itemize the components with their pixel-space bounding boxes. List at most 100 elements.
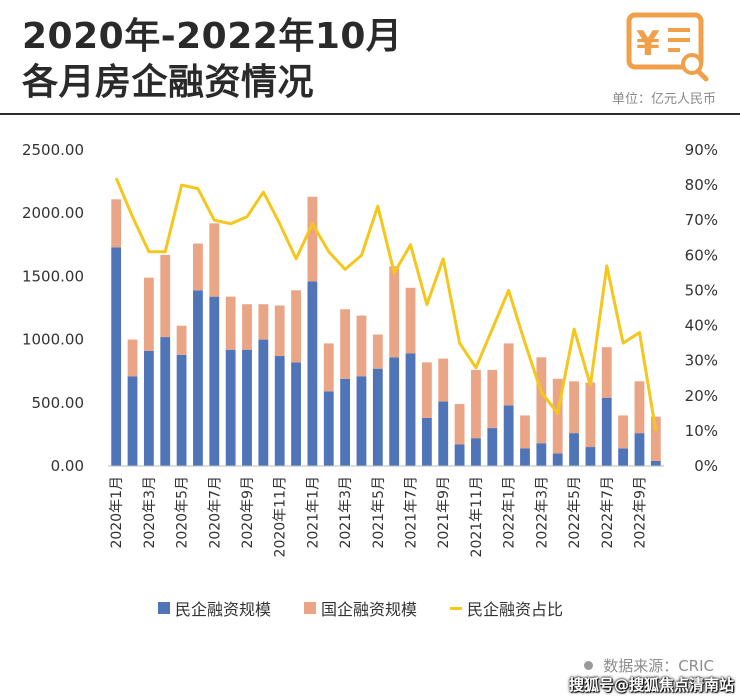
- legend-label-state: 国企融资规模: [321, 600, 418, 619]
- bar-private: [471, 438, 481, 466]
- bar-private: [650, 460, 661, 466]
- y2-tick-label: 90%: [685, 141, 718, 159]
- unit-label: 单位：亿元人民币: [611, 92, 716, 107]
- bar-state: [291, 290, 301, 363]
- bar-private: [193, 290, 203, 466]
- bar-private: [487, 428, 498, 466]
- chart-title-line1: 2020年-2022年10月: [22, 16, 403, 57]
- y-tick-label: 0.00: [51, 457, 84, 475]
- bar-state: [127, 339, 138, 377]
- bar-state: [405, 287, 416, 354]
- x-tick-label: 2022年3月: [534, 476, 550, 549]
- legend-item-state: 国企融资规模: [304, 596, 417, 620]
- bar-state: [176, 325, 187, 355]
- y2-tick-label: 80%: [685, 176, 718, 194]
- y2-tick-label: 50%: [685, 281, 718, 299]
- bar-state: [323, 343, 334, 392]
- bar-private: [601, 397, 612, 466]
- bar-private: [209, 296, 220, 466]
- chart-title-line2: 各月房企融资情况: [22, 62, 315, 103]
- chart-title: 2020年-2022年10月 各月房企融资情况: [22, 14, 402, 106]
- bar-state: [356, 315, 367, 377]
- x-tick-label: 2022年7月: [600, 476, 616, 549]
- x-tick-label: 2020年3月: [142, 476, 158, 549]
- x-tick-label: 2020年9月: [240, 476, 256, 549]
- bar-state: [258, 304, 269, 340]
- x-tick-label: 2021年7月: [404, 476, 420, 549]
- bar-state: [389, 266, 400, 358]
- y2-tick-label: 70%: [685, 211, 718, 229]
- bar-private: [569, 433, 579, 466]
- bar-state: [503, 343, 514, 406]
- bar-state: [585, 382, 596, 448]
- y-tick-label: 500.00: [32, 394, 85, 412]
- bar-state: [569, 381, 579, 434]
- right-y-axis: 0% 10% 20% 30% 40% 50% 60% 70% 80% 90%: [685, 141, 718, 475]
- bar-state: [242, 304, 252, 350]
- x-tick-label: 2021年11月: [469, 476, 485, 557]
- share-line: [114, 177, 658, 432]
- data-source: 数据来源：CRIC: [584, 655, 714, 676]
- bar-private: [585, 447, 596, 466]
- y2-tick-label: 60%: [685, 246, 718, 264]
- x-tick-label: 2020年5月: [175, 476, 191, 549]
- bar-private: [225, 349, 236, 466]
- legend-label-share: 民企融资占比: [467, 600, 564, 619]
- x-tick-label: 2021年3月: [338, 476, 354, 549]
- bar-state: [340, 309, 351, 379]
- y-tick-label: 2500.00: [22, 141, 84, 159]
- bar-private: [176, 354, 187, 466]
- x-tick-label: 2022年9月: [632, 476, 648, 549]
- left-y-axis: 0.00 500.00 1000.00 1500.00 2000.00 2500.00: [22, 141, 84, 475]
- bar-state: [160, 254, 171, 338]
- y-tick-label: 2000.00: [22, 204, 84, 222]
- bar-private: [405, 353, 416, 466]
- logo-yuan-glyph: ¥: [636, 24, 660, 64]
- bar-private: [454, 444, 465, 466]
- bar-state: [471, 369, 481, 439]
- y2-tick-label: 20%: [685, 387, 718, 405]
- bar-state: [225, 296, 236, 350]
- bar-private: [438, 401, 449, 466]
- header-divider: [0, 113, 740, 115]
- bar-private: [323, 391, 334, 466]
- data-source-text: 数据来源：CRIC: [603, 657, 714, 675]
- x-tick-label: 2020年1月: [109, 476, 125, 549]
- bar-private: [634, 433, 645, 466]
- bar-private: [503, 405, 514, 466]
- legend-item-private: 民企融资规模: [158, 596, 271, 620]
- legend-swatch-state: [304, 602, 316, 614]
- bar-state: [438, 358, 449, 402]
- bar-state: [601, 347, 612, 398]
- bar-private: [143, 350, 154, 466]
- x-tick-label: 2022年5月: [567, 476, 583, 549]
- share-line-group: [114, 177, 658, 432]
- bar-private: [536, 443, 547, 466]
- bar-state: [634, 381, 645, 434]
- bar-state: [454, 404, 465, 445]
- bar-state: [372, 334, 383, 369]
- legend-swatch-share: [450, 606, 462, 610]
- bar-state: [650, 416, 661, 461]
- x-tick-label: 2021年5月: [371, 476, 387, 549]
- bar-private: [372, 368, 383, 466]
- x-tick-label: 2020年7月: [207, 476, 223, 549]
- bar-state: [536, 357, 547, 444]
- y2-tick-label: 40%: [685, 317, 718, 335]
- bar-state: [111, 199, 122, 248]
- x-axis: 2020年1月 2020年3月 2020年5月 2020年7月 2020年9月 2020年…: [109, 476, 648, 557]
- bar-private: [160, 337, 171, 466]
- legend-item-share: 民企融资占比: [450, 596, 563, 620]
- bar-state: [487, 369, 498, 429]
- bar-private: [127, 376, 138, 466]
- bar-private: [552, 453, 563, 466]
- x-tick-label: 2020年11月: [273, 476, 289, 557]
- bar-private: [356, 376, 367, 466]
- bar-private: [618, 448, 629, 466]
- bar-state: [143, 277, 154, 351]
- financing-chart: 0.00 500.00 1000.00 1500.00 2000.00 2500.00 0…: [22, 141, 718, 557]
- x-tick-label: 2021年9月: [436, 476, 452, 549]
- y2-tick-label: 0%: [694, 457, 718, 475]
- bar-state: [193, 243, 203, 291]
- bar-state: [209, 223, 220, 297]
